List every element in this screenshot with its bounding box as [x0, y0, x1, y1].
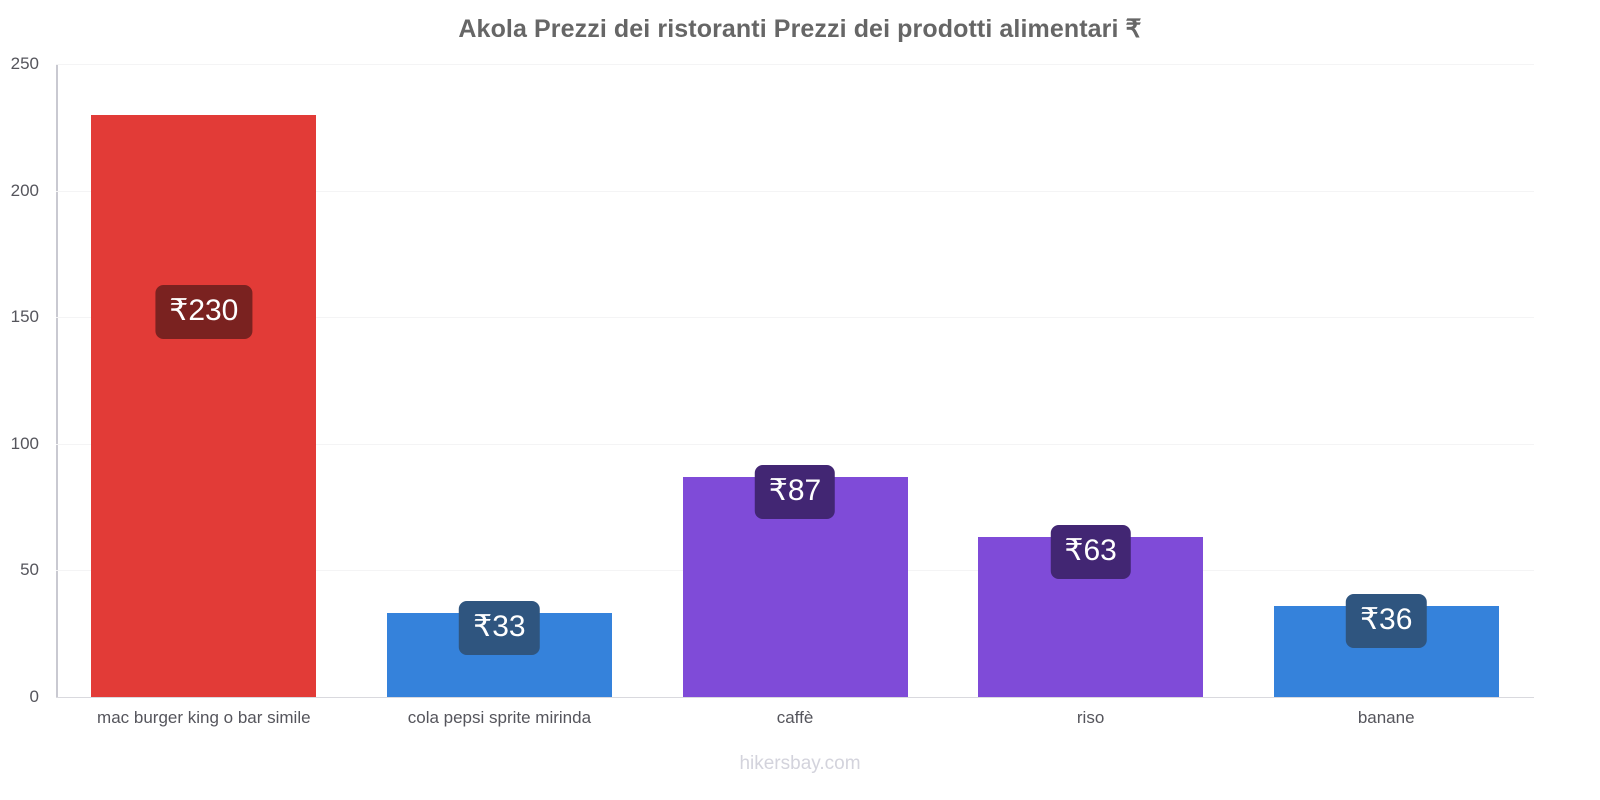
y-axis-tick-labels: 0 50 100 150 200 250	[0, 54, 48, 706]
gridline	[56, 697, 1534, 698]
x-axis-tick-label: banane	[1357, 708, 1415, 727]
x-axis-tick-label: caffè	[776, 708, 814, 727]
footer-attribution: hikersbay.com	[739, 753, 861, 774]
y-axis-tick-label: 50	[20, 560, 39, 580]
y-axis-line	[56, 64, 58, 697]
y-axis-tick-label: 100	[10, 433, 39, 453]
bar-value-label: ₹36	[1345, 593, 1427, 648]
x-axis-tick-label: cola pepsi sprite mirinda	[407, 708, 592, 727]
y-axis-tick-label: 0	[29, 687, 39, 706]
y-axis-tick-label: 200	[10, 180, 39, 200]
chart-title: Akola Prezzi dei ristoranti Prezzi dei p…	[458, 15, 1142, 43]
bar-value-label: ₹230	[155, 284, 253, 339]
y-axis-tick-label: 250	[10, 54, 39, 73]
bar[interactable]	[91, 114, 317, 697]
x-axis-tick-label: riso	[1076, 708, 1105, 727]
plot-area: ₹230 ₹33 ₹87 ₹63 ₹36	[56, 64, 1534, 698]
bar-value-label: ₹87	[754, 464, 836, 519]
x-axis-tick-labels: mac burger king o bar simile cola pepsi s…	[56, 708, 1534, 738]
bar-value-label: ₹63	[1050, 525, 1131, 580]
y-axis-tick-label: 150	[10, 307, 39, 327]
x-axis-tick-label: mac burger king o bar simile	[97, 708, 311, 727]
bar-series: ₹230 ₹33 ₹87 ₹63 ₹36	[56, 64, 1534, 697]
bar-value-label: ₹33	[459, 601, 540, 656]
